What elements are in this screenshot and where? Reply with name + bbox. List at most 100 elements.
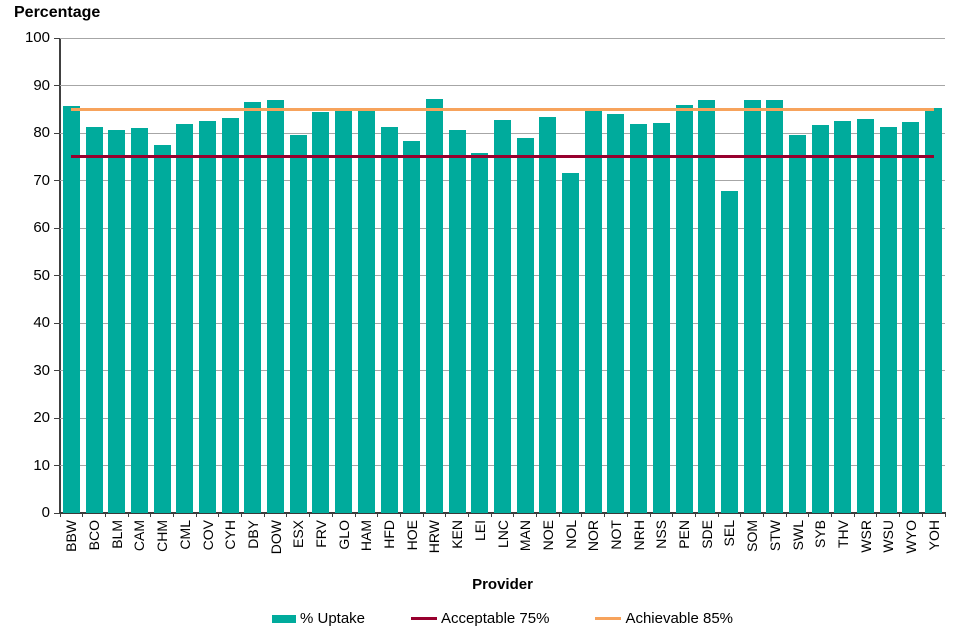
bar-KEN <box>448 129 466 513</box>
x-axis-tick <box>808 513 810 517</box>
x-tick-label-STW: STW <box>766 520 783 552</box>
y-tick-label: 50 <box>33 266 50 284</box>
x-axis-title: Provider <box>472 576 533 593</box>
x-axis-tick <box>399 513 401 517</box>
y-axis-tick <box>54 465 59 466</box>
x-tick-label-CML: CML <box>176 520 193 550</box>
x-tick-label-NOR: NOR <box>585 520 602 552</box>
x-tick-label-KEN: KEN <box>449 520 466 549</box>
x-tick-label-YOH: YOH <box>925 520 942 551</box>
bar-PEN <box>675 105 693 513</box>
x-axis-tick <box>694 513 696 517</box>
bar-SEL <box>720 190 738 513</box>
y-axis-tick <box>54 132 59 134</box>
x-axis-tick <box>59 513 61 517</box>
bar-CAM <box>130 128 148 513</box>
x-axis-tick <box>649 513 651 517</box>
plot-area: 0 10 20 30 40 50 60 70 80 90 100 BBW BCO BLM CAM CHM CML… <box>25 29 946 554</box>
y-axis-title: Percentage <box>14 4 101 21</box>
x-tick-label-GLO: GLO <box>335 520 352 550</box>
legend-label: Achievable 85% <box>625 610 734 627</box>
x-axis-tick <box>263 513 265 517</box>
x-tick-label-NRH: NRH <box>630 520 647 551</box>
y-tick-label: 0 <box>41 504 50 521</box>
x-tick-label-SEL: SEL <box>721 520 738 547</box>
bar-WSU <box>879 126 897 513</box>
bar-CML <box>176 124 194 513</box>
legend-swatch-icon <box>595 617 622 620</box>
y-tick-label: 90 <box>33 76 50 94</box>
bar-BBW <box>62 106 80 513</box>
x-axis-tick <box>172 513 174 517</box>
x-axis-tick <box>536 513 538 517</box>
x-tick-label-WSR: WSR <box>857 520 874 553</box>
y-axis-tick <box>54 37 59 39</box>
x-tick-label-CHM: CHM <box>154 520 171 552</box>
bar-HOE <box>403 141 421 513</box>
x-tick-label-LNC: LNC <box>494 520 511 549</box>
bar-WYO <box>902 121 920 513</box>
bar-SDE <box>698 100 716 513</box>
y-tick-label: 40 <box>33 314 50 331</box>
x-tick-label-NSS: NSS <box>653 520 670 549</box>
legend-label: Acceptable 75% <box>441 610 550 627</box>
x-axis-tick <box>422 513 424 517</box>
legend: % Uptake Acceptable 75% Achievable 85% <box>60 610 945 627</box>
bar-SOM <box>743 100 761 513</box>
x-tick-label-DBY: DBY <box>244 520 261 549</box>
x-tick-label-SYB: SYB <box>812 520 829 549</box>
legend-item-2: Achievable 85% <box>595 610 733 627</box>
y-axis-tick <box>54 370 59 371</box>
x-axis-tick <box>195 513 197 517</box>
bar-NRH <box>630 124 648 513</box>
x-tick-label-PEN: PEN <box>676 520 693 549</box>
x-tick-label-CYH: CYH <box>222 520 239 550</box>
y-axis-line <box>59 38 61 513</box>
bar-HRW <box>425 98 443 513</box>
x-axis-tick <box>467 513 469 517</box>
legend-item-1: Acceptable 75% <box>411 610 549 627</box>
x-axis-tick <box>513 513 515 517</box>
bar-GLO <box>335 111 353 513</box>
x-axis-tick <box>558 513 560 517</box>
x-tick-label-SDE: SDE <box>698 520 715 549</box>
x-tick-label-HAM: HAM <box>358 520 375 552</box>
y-axis-tick <box>54 417 59 419</box>
x-axis-tick <box>853 513 855 517</box>
x-tick-label-BBW: BBW <box>63 520 80 552</box>
x-axis-tick <box>354 513 356 517</box>
bar-LEI <box>471 153 489 513</box>
bar-NOT <box>607 113 625 513</box>
x-tick-label-SOM: SOM <box>744 520 761 552</box>
y-axis-tick <box>54 322 59 324</box>
x-tick-label-NOL: NOL <box>562 520 579 549</box>
x-axis-tick <box>944 513 946 517</box>
bar-STW <box>766 100 784 513</box>
x-tick-label-FRV: FRV <box>312 520 329 548</box>
x-axis-tick <box>218 513 220 517</box>
y-tick-label: 60 <box>33 219 50 236</box>
x-axis-tick <box>717 513 719 517</box>
x-axis-tick <box>672 513 674 517</box>
bar-BLM <box>108 129 126 513</box>
x-tick-label-HRW: HRW <box>426 520 443 554</box>
bar-COV <box>199 121 216 513</box>
x-axis-tick <box>241 513 243 517</box>
x-axis-tick <box>445 513 447 517</box>
bar-MAN <box>516 137 534 513</box>
x-tick-label-MAN: MAN <box>517 520 534 552</box>
bar-NOL <box>562 173 580 513</box>
bar-ESX <box>289 134 307 513</box>
x-axis-tick <box>286 513 288 517</box>
y-axis-tick <box>54 275 59 276</box>
bar-LNC <box>494 119 511 513</box>
bar-BCO <box>85 126 103 513</box>
legend-swatch-icon <box>411 617 438 620</box>
x-tick-label-HFD: HFD <box>381 520 398 549</box>
x-tick-label-DOW: DOW <box>267 520 284 555</box>
x-tick-label-SWL: SWL <box>789 520 806 551</box>
x-axis-tick <box>104 513 106 517</box>
bar-CYH <box>221 117 239 513</box>
x-tick-label-BCO: BCO <box>86 520 103 551</box>
